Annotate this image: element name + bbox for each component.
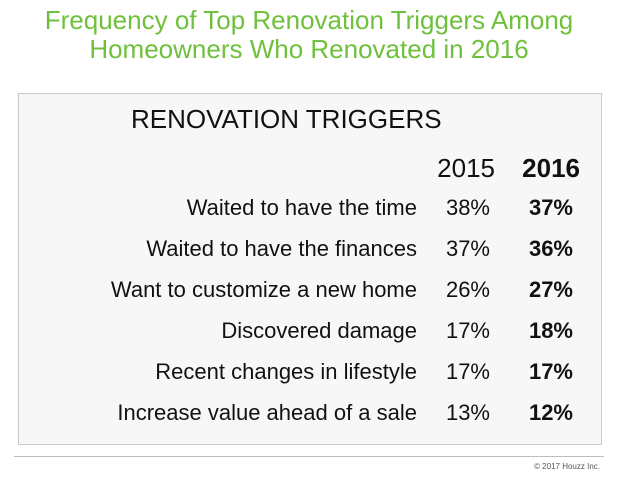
value-2016: 18% xyxy=(528,318,573,343)
slide-title-line-2: Homeowners Who Renovated in 2016 xyxy=(89,34,529,64)
value-2015: 17% xyxy=(445,318,490,343)
row-label: Waited to have the finances xyxy=(146,236,417,261)
slide-title-line-1: Frequency of Top Renovation Triggers Amo… xyxy=(44,5,574,35)
value-2015: 37% xyxy=(445,236,490,261)
row-label: Want to customize a new home xyxy=(110,277,417,302)
value-2016: 12% xyxy=(528,400,573,425)
value-2015: 38% xyxy=(445,195,490,220)
value-2016: 27% xyxy=(528,277,573,302)
table-row: Discovered damage 17% 18% xyxy=(0,316,618,346)
table-panel xyxy=(18,93,602,445)
table-title: RENOVATION TRIGGERS xyxy=(131,104,442,134)
table-row: Waited to have the finances 37% 36% xyxy=(0,234,618,264)
value-2016: 37% xyxy=(528,195,573,220)
row-label: Waited to have the time xyxy=(186,195,417,220)
value-2016: 36% xyxy=(528,236,573,261)
value-2015: 26% xyxy=(445,277,490,302)
column-header-2015: 2015 xyxy=(437,153,495,183)
table-row: Waited to have the time 38% 37% xyxy=(0,193,618,223)
table-row: Recent changes in lifestyle 17% 17% xyxy=(0,357,618,387)
value-2015: 17% xyxy=(445,359,490,384)
value-2016: 17% xyxy=(528,359,573,384)
footer-divider xyxy=(14,456,604,457)
value-2015: 13% xyxy=(445,400,490,425)
row-label: Recent changes in lifestyle xyxy=(155,359,417,384)
copyright-notice: © 2017 Houzz Inc. xyxy=(534,462,600,471)
slide-title: Frequency of Top Renovation Triggers Amo… xyxy=(0,6,618,64)
row-label: Discovered damage xyxy=(221,318,417,343)
table-row: Increase value ahead of a sale 13% 12% xyxy=(0,398,618,428)
row-label: Increase value ahead of a sale xyxy=(117,400,417,425)
column-header-2016: 2016 xyxy=(522,153,580,183)
table-row: Want to customize a new home 26% 27% xyxy=(0,275,618,305)
